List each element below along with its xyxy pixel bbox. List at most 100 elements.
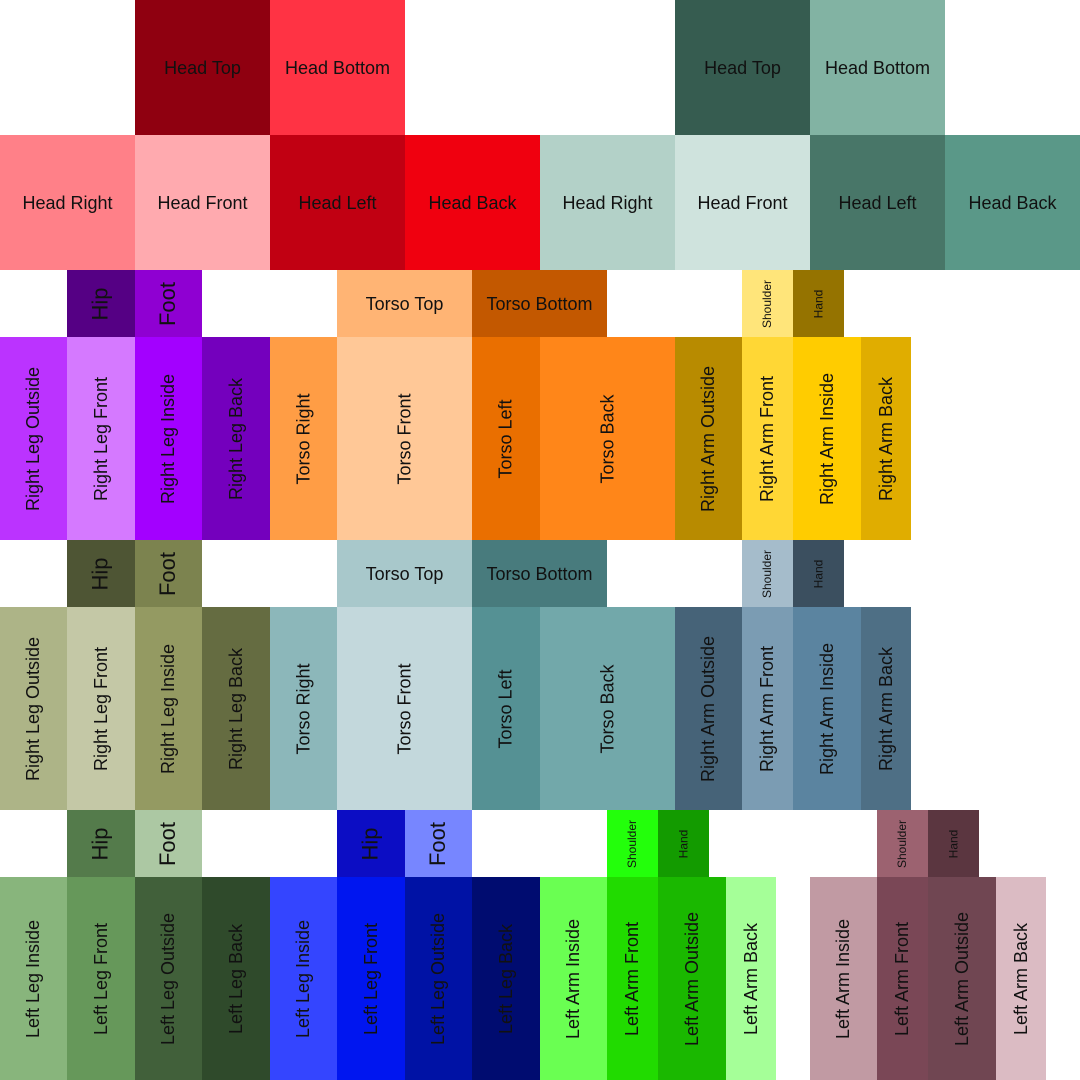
region-label: Right Arm Outside [698, 365, 719, 512]
region-label: Left Arm Front [892, 921, 913, 1036]
region-left-arm-inside: Left Arm Inside [810, 877, 877, 1080]
region-label: Head Right [22, 192, 113, 213]
region-right-leg-outside: Right Leg Outside [0, 337, 67, 540]
region-label: Left Leg Back [496, 923, 517, 1034]
region-label: Head Left [838, 192, 917, 213]
region-label: Left Arm Outside [952, 911, 972, 1046]
region-right-arm-back: Right Arm Back [861, 607, 911, 810]
region-label: Head Front [697, 192, 788, 213]
region-label: Head Back [968, 192, 1057, 213]
region-right-leg-inside: Right Leg Inside [135, 337, 202, 540]
region-label: Head Bottom [284, 57, 391, 78]
region-label: Torso Left [496, 668, 517, 749]
region-torso-top: Torso Top [337, 540, 472, 607]
region-label: Head Top [704, 57, 781, 78]
region-label: Head Right [562, 192, 653, 213]
region-label: Shoulder [895, 819, 910, 868]
region-label: Hip [87, 556, 113, 591]
region-torso-top: Torso Top [337, 270, 472, 337]
region-torso-bottom: Torso Bottom [472, 540, 607, 607]
region-hand: Hand [928, 810, 979, 877]
region-right-arm-back: Right Arm Back [861, 337, 911, 540]
region-hip: Hip [67, 810, 135, 877]
region-label: Torso Bottom [486, 563, 593, 584]
region-label: Right Leg Back [226, 377, 247, 500]
region-label: Head Front [157, 192, 248, 213]
region-right-leg-back: Right Leg Back [202, 607, 270, 810]
region-label: Head Left [298, 192, 377, 213]
region-foot: Foot [135, 540, 202, 607]
region-left-arm-front: Left Arm Front [877, 877, 928, 1080]
region-label: Foot [155, 551, 181, 596]
region-hand: Hand [793, 270, 844, 337]
region-label: Hip [87, 286, 113, 321]
region-torso-left: Torso Left [472, 337, 540, 540]
region-label: Foot [155, 821, 181, 866]
region-right-arm-front: Right Arm Front [742, 607, 793, 810]
region-torso-bottom: Torso Bottom [472, 270, 607, 337]
region-head-right: Head Right [540, 135, 675, 270]
region-label: Foot [155, 281, 181, 326]
region-right-arm-inside: Right Arm Inside [793, 607, 861, 810]
region-label: Left Leg Inside [293, 919, 314, 1038]
region-right-arm-outside: Right Arm Outside [675, 607, 742, 810]
region-label: Head Bottom [824, 57, 931, 78]
region-label: Right Arm Front [757, 645, 778, 772]
region-torso-front: Torso Front [337, 337, 472, 540]
region-left-leg-inside: Left Leg Inside [0, 877, 67, 1080]
region-torso-front: Torso Front [337, 607, 472, 810]
region-head-back: Head Back [405, 135, 540, 270]
region-label: Left Leg Back [226, 923, 247, 1034]
region-label: Hip [357, 826, 383, 861]
region-left-leg-inside: Left Leg Inside [270, 877, 337, 1080]
region-hip: Hip [67, 270, 135, 337]
region-label: Right Leg Inside [158, 373, 179, 504]
region-hand: Hand [658, 810, 709, 877]
region-label: Right Arm Inside [817, 372, 837, 505]
region-head-top: Head Top [135, 0, 270, 135]
region-label: Right Leg Front [91, 376, 112, 501]
region-shoulder: Shoulder [877, 810, 928, 877]
region-label: Hand [676, 829, 691, 858]
region-shoulder: Shoulder [742, 540, 793, 607]
region-left-leg-outside: Left Leg Outside [405, 877, 472, 1080]
region-right-leg-outside: Right Leg Outside [0, 607, 67, 810]
region-right-arm-front: Right Arm Front [742, 337, 793, 540]
region-left-leg-front: Left Leg Front [337, 877, 405, 1080]
region-label: Torso Right [293, 392, 314, 485]
region-torso-right: Torso Right [270, 337, 337, 540]
region-left-arm-outside: Left Arm Outside [928, 877, 996, 1080]
region-right-leg-front: Right Leg Front [67, 337, 135, 540]
region-left-leg-back: Left Leg Back [472, 877, 540, 1080]
region-torso-back: Torso Back [540, 337, 675, 540]
region-label: Torso Top [365, 563, 444, 584]
region-head-bottom: Head Bottom [810, 0, 945, 135]
region-label: Right Arm Back [876, 376, 897, 501]
region-left-arm-back: Left Arm Back [996, 877, 1046, 1080]
region-label: Left Leg Front [91, 922, 112, 1035]
region-right-leg-back: Right Leg Back [202, 337, 270, 540]
region-torso-left: Torso Left [472, 607, 540, 810]
region-foot: Foot [405, 810, 472, 877]
region-label: Head Back [428, 192, 517, 213]
region-label: Left Arm Inside [833, 918, 854, 1039]
region-label: Hand [811, 289, 826, 318]
region-hip: Hip [67, 540, 135, 607]
region-label: Torso Back [597, 663, 618, 754]
region-hip: Hip [337, 810, 405, 877]
region-right-arm-inside: Right Arm Inside [793, 337, 861, 540]
region-label: Shoulder [625, 819, 640, 868]
region-head-right: Head Right [0, 135, 135, 270]
region-label: Left Arm Back [1011, 922, 1032, 1035]
region-label: Left Arm Front [622, 921, 643, 1036]
region-label: Right Arm Back [876, 646, 897, 771]
region-label: Torso Front [394, 392, 415, 485]
region-label: Shoulder [760, 549, 775, 598]
region-label: Left Leg Front [361, 922, 382, 1035]
region-label: Left Leg Outside [428, 912, 449, 1045]
region-label: Right Leg Inside [158, 643, 179, 774]
region-label: Right Leg Outside [23, 366, 44, 511]
region-head-top: Head Top [675, 0, 810, 135]
region-label: Right Arm Inside [817, 642, 837, 775]
